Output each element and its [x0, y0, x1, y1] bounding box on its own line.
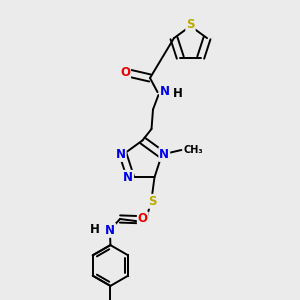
Text: N: N [123, 171, 133, 184]
Text: N: N [159, 148, 169, 161]
Text: H: H [173, 87, 183, 100]
Text: S: S [148, 195, 156, 208]
Text: O: O [120, 66, 130, 80]
Text: N: N [160, 85, 170, 98]
Text: CH₃: CH₃ [184, 145, 203, 155]
Text: O: O [138, 212, 148, 226]
Text: H: H [90, 223, 100, 236]
Text: S: S [186, 18, 195, 31]
Text: N: N [105, 224, 115, 237]
Text: N: N [116, 148, 126, 161]
